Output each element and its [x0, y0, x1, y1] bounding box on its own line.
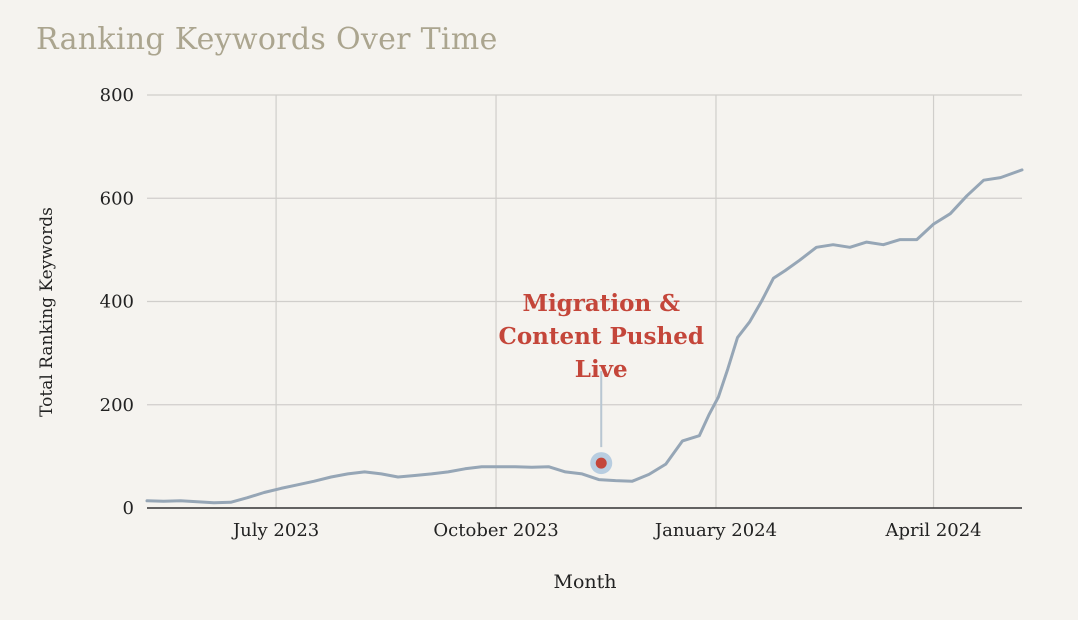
y-tick-label: 0 [123, 498, 134, 519]
x-tick-label: January 2024 [653, 520, 777, 541]
series-layer [145, 168, 1024, 505]
annotation-marker [595, 457, 607, 469]
annotation-label-line: Live [575, 356, 628, 383]
y-tick-label: 600 [100, 188, 134, 209]
annotation-label-line: Migration & [522, 290, 680, 317]
x-tick-label: October 2023 [433, 520, 558, 541]
series-line [145, 168, 1024, 505]
grid [147, 94, 1022, 508]
x-tick-label: April 2024 [884, 520, 981, 541]
y-tick-label: 400 [100, 292, 134, 313]
y-tick-label: 200 [100, 395, 134, 416]
chart-title: Ranking Keywords Over Time [36, 22, 498, 57]
annotation-label-line: Content Pushed [499, 323, 704, 350]
x-axis-label: Month [553, 571, 616, 593]
y-axis-label: Total Ranking Keywords [37, 207, 57, 417]
annotation-layer: Migration & Content Pushed Live [499, 290, 704, 475]
x-tick-label: July 2023 [231, 520, 319, 541]
tick-labels: 0 200 400 600 800 July 2023 October 2023 Januar… [100, 85, 982, 541]
y-tick-label: 800 [100, 85, 134, 106]
